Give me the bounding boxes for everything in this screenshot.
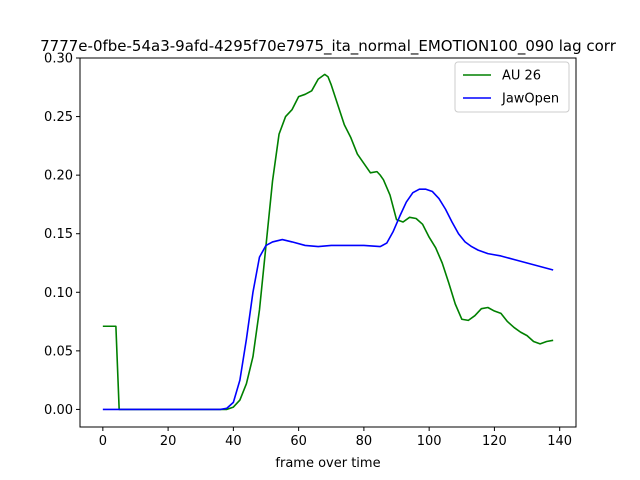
y-tick-label: 0.00 <box>44 403 73 418</box>
y-tick-label: 0.20 <box>44 169 73 184</box>
legend: AU 26 JawOpen <box>454 61 570 113</box>
y-tick-label: 0.10 <box>44 286 73 301</box>
x-tick-label: 120 <box>482 434 507 449</box>
x-tick-label: 80 <box>356 434 373 449</box>
y-tick-label: 0.05 <box>44 344 73 359</box>
y-tick-label: 0.25 <box>44 110 73 125</box>
x-tick-label: 0 <box>99 434 107 449</box>
plot-frame <box>79 57 577 428</box>
x-tick-label: 40 <box>225 434 242 449</box>
plot-area <box>79 57 577 428</box>
series-line-1 <box>102 188 554 411</box>
x-axis-label: frame over time <box>275 456 380 471</box>
y-tick-label: 0.30 <box>44 52 73 67</box>
x-axis: 0 20 40 60 80 100 120 140 <box>99 427 572 449</box>
x-tick-label: 140 <box>547 434 572 449</box>
y-axis: 0.00 0.05 0.10 0.15 0.20 0.25 0.30 <box>44 52 80 418</box>
chart-title: 7777e-0fbe-54a3-9afd-4295f70e7975_ita_no… <box>40 37 617 56</box>
legend-label: AU 26 <box>502 69 541 84</box>
y-tick-label: 0.15 <box>44 227 73 242</box>
x-tick-label: 60 <box>290 434 307 449</box>
legend-label: JawOpen <box>501 92 559 107</box>
series-line-0 <box>102 73 554 411</box>
x-tick-label: 100 <box>417 434 442 449</box>
x-tick-label: 20 <box>160 434 177 449</box>
